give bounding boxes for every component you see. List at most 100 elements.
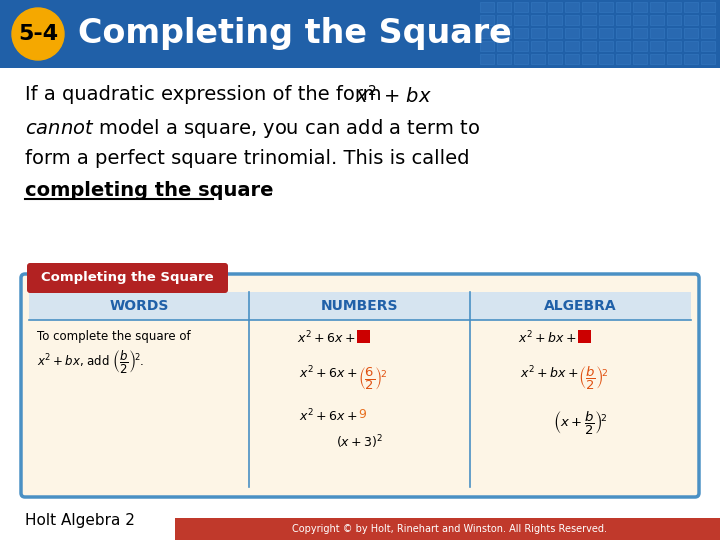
Bar: [582, 2, 596, 12]
Bar: [667, 2, 681, 12]
Bar: [684, 54, 698, 64]
Bar: [633, 28, 647, 38]
Bar: [633, 54, 647, 64]
FancyBboxPatch shape: [356, 330, 369, 343]
Bar: [175, 518, 720, 540]
Bar: [684, 41, 698, 51]
Bar: [650, 15, 664, 25]
Bar: [650, 54, 664, 64]
Text: NUMBERS: NUMBERS: [320, 299, 398, 313]
Bar: [667, 54, 681, 64]
Bar: [650, 2, 664, 12]
Bar: [650, 41, 664, 51]
Bar: [497, 54, 511, 64]
Bar: [497, 2, 511, 12]
Bar: [616, 28, 630, 38]
Bar: [599, 2, 613, 12]
Bar: [684, 15, 698, 25]
Bar: [667, 15, 681, 25]
Bar: [684, 28, 698, 38]
Bar: [480, 28, 494, 38]
Circle shape: [12, 8, 64, 60]
Bar: [548, 15, 562, 25]
Bar: [497, 15, 511, 25]
Bar: [565, 28, 579, 38]
Bar: [497, 28, 511, 38]
Bar: [701, 54, 715, 64]
Bar: [565, 41, 579, 51]
Bar: [582, 15, 596, 25]
Text: Copyright © by Holt, Rinehart and Winston. All Rights Reserved.: Copyright © by Holt, Rinehart and Winsto…: [292, 524, 608, 534]
Text: $x^2 + 6x +$: $x^2 + 6x +$: [299, 365, 358, 382]
Text: WORDS: WORDS: [109, 299, 168, 313]
Bar: [616, 41, 630, 51]
Bar: [514, 15, 528, 25]
Bar: [633, 41, 647, 51]
Bar: [582, 28, 596, 38]
Bar: [633, 15, 647, 25]
Bar: [480, 2, 494, 12]
Bar: [616, 54, 630, 64]
Bar: [565, 2, 579, 12]
Text: $9$: $9$: [358, 408, 366, 421]
Text: Holt Algebra 2: Holt Algebra 2: [25, 513, 135, 528]
Text: $cannot$ model a square, you can add a term to: $cannot$ model a square, you can add a t…: [25, 117, 480, 140]
FancyBboxPatch shape: [0, 0, 720, 68]
Bar: [582, 54, 596, 64]
Bar: [565, 54, 579, 64]
FancyBboxPatch shape: [29, 292, 691, 320]
Text: 5-4: 5-4: [18, 24, 58, 44]
Bar: [667, 28, 681, 38]
Bar: [548, 54, 562, 64]
Text: $x^2 + bx$, add $\left(\dfrac{b}{2}\right)^{\!2}$.: $x^2 + bx$, add $\left(\dfrac{b}{2}\righ…: [37, 348, 144, 375]
FancyBboxPatch shape: [27, 263, 228, 293]
Bar: [633, 2, 647, 12]
Text: Completing the Square: Completing the Square: [78, 17, 512, 51]
Bar: [548, 2, 562, 12]
Text: $\left(\dfrac{6}{2}\right)^{\!2}$: $\left(\dfrac{6}{2}\right)^{\!2}$: [358, 365, 387, 392]
Text: .: .: [213, 181, 220, 200]
Bar: [480, 41, 494, 51]
Bar: [616, 2, 630, 12]
Text: $x^2 + bx +$: $x^2 + bx +$: [518, 330, 577, 347]
Bar: [701, 41, 715, 51]
Bar: [531, 2, 545, 12]
Bar: [599, 15, 613, 25]
Bar: [514, 54, 528, 64]
Bar: [650, 28, 664, 38]
Bar: [480, 15, 494, 25]
Bar: [480, 54, 494, 64]
Bar: [531, 41, 545, 51]
Text: ALGEBRA: ALGEBRA: [544, 299, 617, 313]
Bar: [548, 41, 562, 51]
FancyBboxPatch shape: [577, 330, 590, 343]
Bar: [531, 54, 545, 64]
Text: If a quadratic expression of the form: If a quadratic expression of the form: [25, 85, 388, 104]
Text: completing the square: completing the square: [25, 181, 274, 200]
Text: $\left(\dfrac{b}{2}\right)^{\!2}$: $\left(\dfrac{b}{2}\right)^{\!2}$: [578, 365, 609, 392]
Bar: [514, 2, 528, 12]
Text: $x^2 + 6x +$: $x^2 + 6x +$: [299, 408, 358, 424]
Bar: [684, 2, 698, 12]
Text: To complete the square of: To complete the square of: [37, 330, 191, 343]
Bar: [565, 15, 579, 25]
Bar: [616, 15, 630, 25]
Text: Completing the Square: Completing the Square: [41, 272, 214, 285]
Bar: [667, 41, 681, 51]
Bar: [514, 41, 528, 51]
Bar: [701, 15, 715, 25]
Bar: [599, 41, 613, 51]
Bar: [514, 28, 528, 38]
Bar: [701, 28, 715, 38]
Bar: [582, 41, 596, 51]
Text: $x^2 + bx +$: $x^2 + bx +$: [520, 365, 578, 382]
Text: $x^2$ + $bx$: $x^2$ + $bx$: [355, 85, 432, 107]
Text: form a perfect square trinomial. This is called: form a perfect square trinomial. This is…: [25, 149, 469, 168]
Bar: [531, 15, 545, 25]
FancyBboxPatch shape: [21, 274, 699, 497]
Text: $\left(x + \dfrac{b}{2}\right)^{\!2}$: $\left(x + \dfrac{b}{2}\right)^{\!2}$: [553, 410, 608, 437]
Text: $(x + 3)^2$: $(x + 3)^2$: [336, 433, 383, 450]
Bar: [599, 28, 613, 38]
Bar: [497, 41, 511, 51]
Bar: [599, 54, 613, 64]
